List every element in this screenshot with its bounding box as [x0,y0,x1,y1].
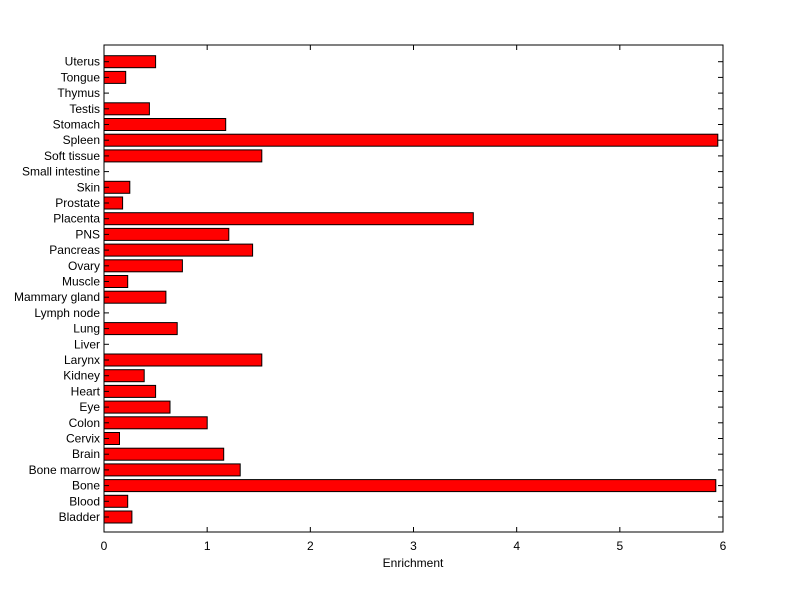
x-tick-label: 3 [410,539,417,553]
bar-ovary [103,259,183,273]
x-tick-label: 2 [307,539,314,553]
y-tick-label: Testis [69,102,100,116]
y-tick-label: Bone [72,479,100,493]
plot-frame [103,44,724,533]
bar-brain [103,447,225,461]
y-tick-label: Kidney [63,369,100,383]
y-tick-label: Soft tissue [44,149,100,163]
y-tick-label: Cervix [66,432,100,446]
y-tick-label: Lymph node [34,306,100,320]
bar-uterus [103,55,157,69]
y-tick-label: Heart [71,384,101,398]
x-tick-label: 5 [616,539,623,553]
bar-colon [103,416,208,430]
y-tick-label: Liver [74,337,100,351]
y-tick-label: Pancreas [49,243,100,257]
bar-lung [103,322,178,336]
y-tick-label: Blood [69,494,100,508]
bar-larynx [103,353,263,367]
bar-soft-tissue [103,149,263,163]
y-tick-label: Spleen [63,133,100,147]
bar-eye [103,400,171,414]
y-tick-label: Eye [79,400,100,414]
y-tick-label: Uterus [65,55,100,69]
bar-testis [103,102,150,116]
y-tick-label: Larynx [64,353,100,367]
bar-placenta [103,212,474,226]
bar-spleen [103,133,719,147]
y-tick-label: Mammary gland [14,290,100,304]
bar-mammary-gland [103,290,167,304]
y-tick-label: Bladder [59,510,100,524]
y-tick-label: Thymus [57,86,100,100]
x-tick-label: 1 [204,539,211,553]
x-axis-title: Enrichment [383,556,444,570]
x-tick-label: 4 [513,539,520,553]
bar-pns [103,227,230,241]
y-tick-label: Bone marrow [29,463,101,477]
y-tick-label: Stomach [53,118,100,132]
y-tick-label: Brain [72,447,100,461]
bar-bone-marrow [103,463,241,477]
x-tick-label: 0 [101,539,108,553]
y-tick-label: Lung [73,322,100,336]
y-tick-label: Muscle [62,275,100,289]
bar-bone [103,479,717,493]
bar-heart [103,384,157,398]
x-tick-label: 6 [720,539,727,553]
bar-kidney [103,369,145,383]
bar-pancreas [103,243,254,257]
y-tick-label: Prostate [55,196,100,210]
y-tick-label: Ovary [68,259,100,273]
bars-group [103,55,719,524]
y-tick-label: Placenta [53,212,100,226]
y-tick-label: Small intestine [22,165,100,179]
y-tick-label: Tongue [61,70,101,84]
bar-stomach [103,118,227,131]
y-tick-label: PNS [75,227,100,241]
y-tick-label: Colon [69,416,100,430]
y-tick-label: Skin [77,180,100,194]
